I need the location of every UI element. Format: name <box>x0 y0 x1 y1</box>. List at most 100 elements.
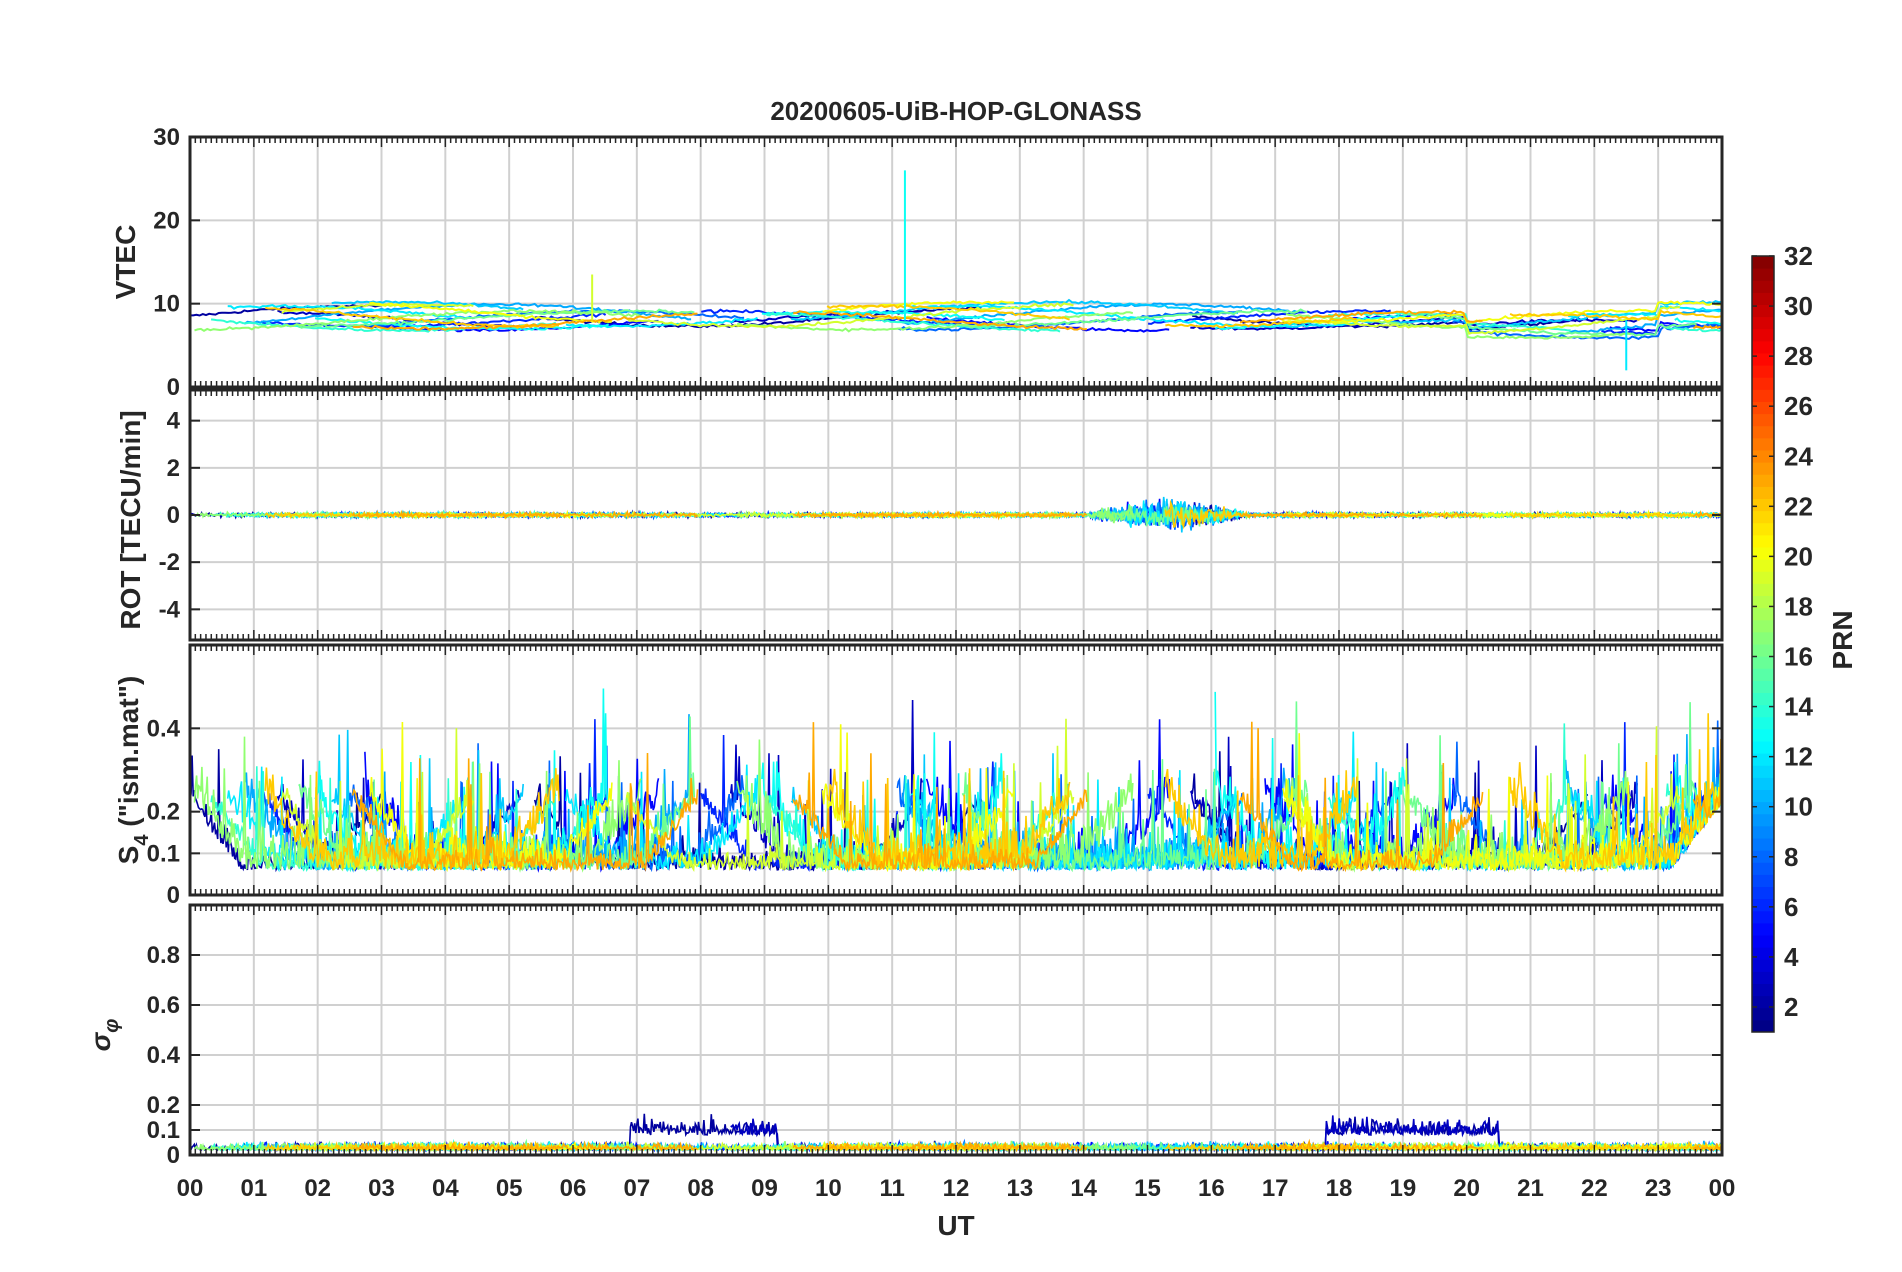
series-line-prn-22 <box>1509 713 1722 873</box>
series-line-prn-23 <box>1239 721 1484 873</box>
series-line-prn-12 <box>1568 305 1722 318</box>
series-line-prn-20 <box>821 724 1015 873</box>
colorbar-segment <box>1752 1007 1774 1021</box>
colorbar-tick-label: 22 <box>1784 491 1813 521</box>
colorbar-tick-label: 10 <box>1784 792 1813 822</box>
colorbar-segment <box>1752 995 1774 1009</box>
colorbar-segment <box>1752 1019 1774 1033</box>
colorbar-segment <box>1752 850 1774 863</box>
colorbar-segment <box>1752 838 1774 851</box>
series-line-prn-13 <box>1674 317 1722 326</box>
x-tick-label: 10 <box>815 1175 842 1202</box>
colorbar-segment <box>1752 389 1774 402</box>
colorbar-segment <box>1752 571 1774 584</box>
colorbar-tick-label: 32 <box>1784 241 1813 271</box>
y-tick-label: 0.4 <box>147 715 181 742</box>
x-axis-label: UT <box>937 1210 974 1241</box>
panel-vtec: 0 10 20 30 <box>153 124 1724 401</box>
series-line-prn-23 <box>792 1140 1088 1153</box>
x-tick-label: 22 <box>1581 1175 1608 1202</box>
colorbar-segment <box>1752 510 1774 524</box>
colorbar-segment <box>1752 401 1774 415</box>
series-line-prn-23 <box>793 509 1088 521</box>
colorbar-tick-label: 26 <box>1784 391 1813 421</box>
series-line-prn-22 <box>1165 316 1358 329</box>
colorbar-segment <box>1752 474 1774 487</box>
series-line-prn-20 <box>1281 300 1722 325</box>
colorbar-segment <box>1752 862 1774 875</box>
colorbar-tick-label: 8 <box>1784 842 1798 872</box>
series-line-prn-6 <box>1148 309 1391 325</box>
x-tick-label: 09 <box>751 1175 778 1202</box>
colorbar-tick-label: 2 <box>1784 992 1798 1022</box>
series-line-prn-22 <box>1509 309 1722 321</box>
colorbar-segment <box>1752 947 1774 960</box>
x-tick-label: 01 <box>240 1175 267 1202</box>
y-tick-label: 4 <box>167 408 181 435</box>
colorbar-segment <box>1752 631 1774 645</box>
series-line-prn-12 <box>565 764 759 871</box>
colorbar-tick-label: 14 <box>1784 692 1813 722</box>
series-line-prn-23 <box>1692 738 1722 820</box>
series-line-prn-17 <box>194 308 642 332</box>
colorbar-segment <box>1752 425 1774 439</box>
colorbar-segment <box>1752 644 1774 657</box>
ylabel-vtec: VTEC <box>110 225 141 300</box>
y-tick-label: 2 <box>167 455 180 482</box>
colorbar-segment <box>1752 595 1774 609</box>
y-tick-label: 0.6 <box>147 992 180 1019</box>
x-tick-label: 17 <box>1262 1175 1289 1202</box>
colorbar-tick-label: 20 <box>1784 541 1813 571</box>
colorbar-segment <box>1752 704 1774 718</box>
colorbar-segment <box>1752 680 1774 693</box>
colorbar-segment <box>1752 886 1774 900</box>
y-tick-label: -2 <box>159 549 180 576</box>
series-line-prn-19 <box>625 302 1074 329</box>
series-line-prn-22 <box>264 767 560 871</box>
panel-s4: 0 0.1 0.2 0.4 <box>147 643 1724 909</box>
colorbar-segment <box>1752 462 1774 475</box>
colorbar-segment <box>1752 450 1774 463</box>
colorbar-segment <box>1752 935 1774 948</box>
series-line-prn-11 <box>331 300 524 311</box>
colorbar-frame <box>1751 255 1775 1033</box>
x-tick-label: 08 <box>687 1175 714 1202</box>
y-tick-label: 0 <box>167 1142 180 1169</box>
series-line-prn-19 <box>1283 726 1681 873</box>
colorbar-segment <box>1752 437 1774 451</box>
colorbar-segment <box>1752 765 1774 778</box>
colorbar-segment <box>1752 668 1774 681</box>
series-line-prn-23 <box>1693 324 1722 330</box>
series-line-prn-22 <box>1509 1140 1722 1153</box>
colorbar-tick-label: 24 <box>1784 441 1813 471</box>
colorbar-segment <box>1752 304 1774 318</box>
y-tick-label: 0 <box>167 882 180 909</box>
x-tick-label: 12 <box>943 1175 970 1202</box>
series-line-prn-22 <box>826 768 1071 873</box>
colorbar-segment <box>1752 583 1774 596</box>
colorbar-segment <box>1752 377 1774 390</box>
series-line-prn-23 <box>352 752 699 873</box>
colorbar-segment <box>1752 789 1774 803</box>
x-tick-label: 15 <box>1134 1175 1161 1202</box>
series-line-prn-10 <box>901 302 1298 326</box>
series-group <box>190 496 1722 533</box>
series-line-prn-23 <box>1239 309 1483 324</box>
colorbar-segment <box>1752 413 1774 427</box>
colorbar-segment <box>1752 656 1774 669</box>
y-tick-label: 0.2 <box>147 799 180 826</box>
series-group <box>190 170 1722 371</box>
colorbar-segment <box>1752 801 1774 815</box>
x-tick-label: 16 <box>1198 1175 1225 1202</box>
colorbar-segment <box>1752 498 1774 512</box>
colorbar-tick-label: 30 <box>1784 291 1813 321</box>
y-tick-label: 0 <box>167 374 180 401</box>
colorbar-segment <box>1752 316 1774 330</box>
x-axis: 00 01 02 03 04 05 06 07 08 09 10 11 12 13 14 15 16 17 18 19… <box>177 1175 1736 1202</box>
colorbar-segment <box>1752 716 1774 730</box>
series-line-prn-19 <box>281 728 475 872</box>
series-line-prn-16 <box>297 308 695 329</box>
series-line-prn-22 <box>1509 510 1722 519</box>
series-line-prn-23 <box>352 312 698 332</box>
